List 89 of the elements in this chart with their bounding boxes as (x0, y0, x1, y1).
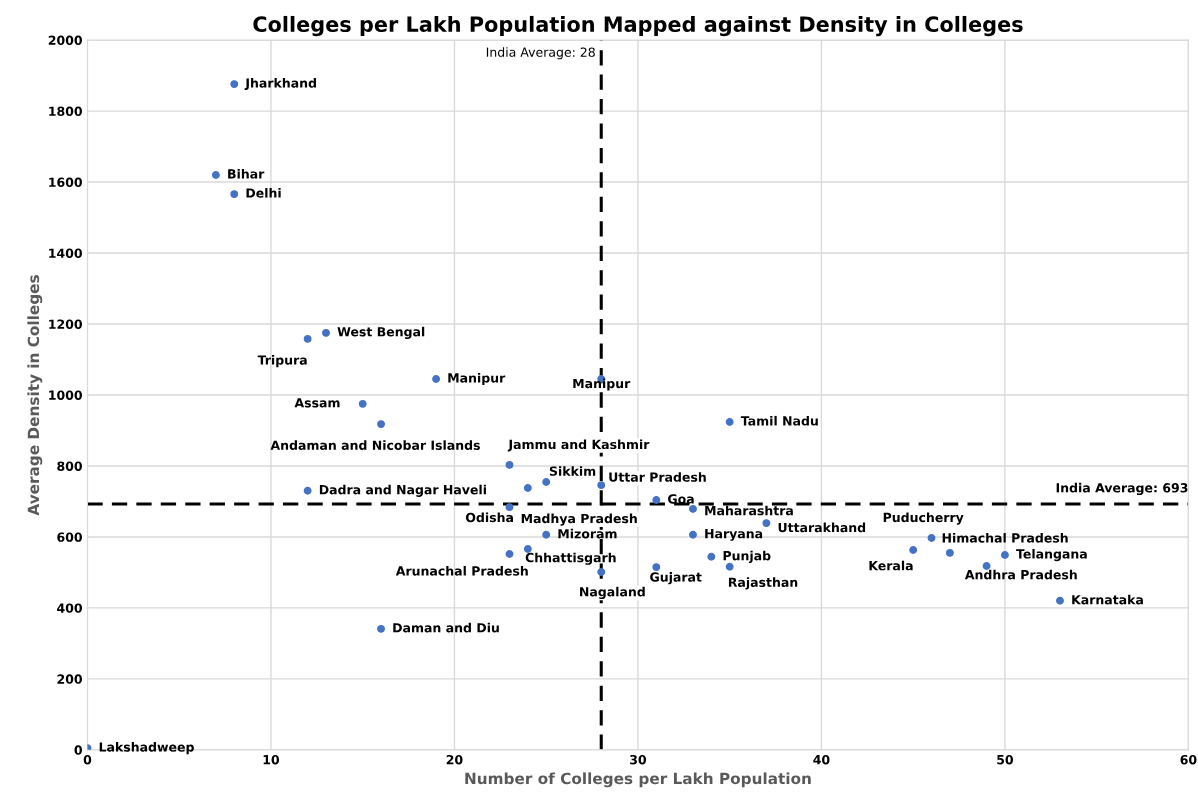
annotation: Manipur (448, 372, 506, 386)
annotation: Dadra and Nagar Haveli (319, 484, 486, 497)
x-tick-label: 40 (813, 754, 830, 765)
point (909, 546, 918, 555)
annotation: Chhattisgarh (525, 552, 616, 565)
point (377, 624, 385, 633)
x-tick-label: 30 (630, 754, 647, 765)
point (230, 190, 239, 199)
x-tick-label: 0 (83, 754, 92, 765)
point (945, 548, 954, 557)
annotation: Haryana (705, 529, 763, 541)
point (303, 334, 312, 343)
point (322, 328, 330, 337)
point (597, 568, 606, 577)
y-tick-label: 1000 (49, 390, 82, 400)
point (762, 519, 771, 528)
annotation: Puducherry (883, 512, 964, 525)
point (303, 486, 312, 495)
point (505, 550, 514, 558)
point (542, 477, 551, 486)
y-tick-label: 800 (57, 461, 82, 471)
point (597, 481, 606, 490)
point (432, 375, 441, 383)
y-tick-label: 600 (57, 532, 82, 542)
point (652, 563, 661, 572)
annotation: Telangana (1016, 548, 1087, 562)
annotation: Karnataka (1072, 594, 1143, 605)
annotation: Punjab (723, 550, 771, 563)
annotation: Maharashtra (705, 505, 793, 516)
annotation: Jharkhand (244, 78, 316, 91)
y-tick-label: 200 (57, 674, 82, 684)
annotation: Rajasthan (728, 577, 798, 590)
annotation: Tamil Nadu (740, 415, 818, 426)
annotation: Uttar Pradesh (609, 472, 706, 482)
annotation: Daman and Diu (393, 622, 499, 633)
annotation: Nagaland (580, 586, 645, 599)
annotation: West Bengal (337, 326, 425, 339)
point (211, 171, 220, 179)
y-tick-label: 1800 (49, 106, 82, 116)
point (689, 504, 697, 513)
annotation: Bihar (228, 168, 265, 179)
annotation: Andhra Pradesh (964, 569, 1077, 580)
annotation: Sikkim (549, 466, 596, 476)
x-tick-label: 10 (263, 754, 280, 765)
point (652, 496, 661, 504)
point (542, 530, 551, 539)
point (1056, 596, 1064, 605)
x-tick-label: 50 (997, 754, 1014, 765)
y-tick-label: 400 (57, 603, 82, 613)
annotation: Gujarat (650, 572, 702, 585)
point (358, 399, 367, 408)
ref-line-label: India Average: 28 (486, 47, 595, 60)
point (689, 530, 697, 539)
point (725, 418, 734, 426)
y-axis-title: Average Density in Colleges (27, 275, 43, 516)
annotation: Goa (668, 494, 694, 504)
annotation: Jammu and Kashmir (507, 439, 650, 452)
annotation: Lakshadweep (99, 742, 194, 755)
x-axis-title: Number of Colleges per Lakh Population (465, 772, 811, 788)
annotation: Andaman and Nicobar Islands (270, 440, 480, 450)
point (505, 503, 514, 512)
point (523, 545, 532, 553)
point (377, 420, 385, 429)
point (505, 460, 514, 469)
x-tick-label: 60 (1180, 754, 1197, 765)
annotation: Delhi (246, 188, 281, 198)
point (1000, 551, 1009, 559)
annotation: Odisha (465, 512, 513, 523)
y-tick-label: 1600 (49, 177, 82, 187)
ref-line-label: India Average: 693 (1056, 482, 1188, 496)
annotation: Assam (294, 398, 340, 408)
annotation: Manipur (573, 378, 631, 391)
point (927, 534, 936, 542)
annotation: Madhya Pradesh (521, 513, 637, 526)
y-tick-label: 1200 (49, 319, 82, 329)
y-tick-label: 2000 (48, 35, 82, 46)
annotation: Kerala (869, 560, 913, 571)
y-tick-label: 1400 (49, 248, 82, 258)
point (707, 552, 716, 561)
annotation: Himachal Pradesh (942, 532, 1068, 543)
chart-title: Colleges per Lakh Population Mapped against Density in Colleges (253, 15, 1023, 37)
annotation: Mizoram (558, 528, 617, 539)
y-tick-label: 0 (74, 745, 82, 755)
annotation: Uttarakhand (778, 522, 866, 533)
point (523, 484, 532, 492)
point (230, 80, 239, 89)
annotation: Tripura (257, 355, 307, 368)
x-tick-label: 20 (446, 754, 463, 765)
annotation: Arunachal Pradesh (395, 565, 528, 576)
